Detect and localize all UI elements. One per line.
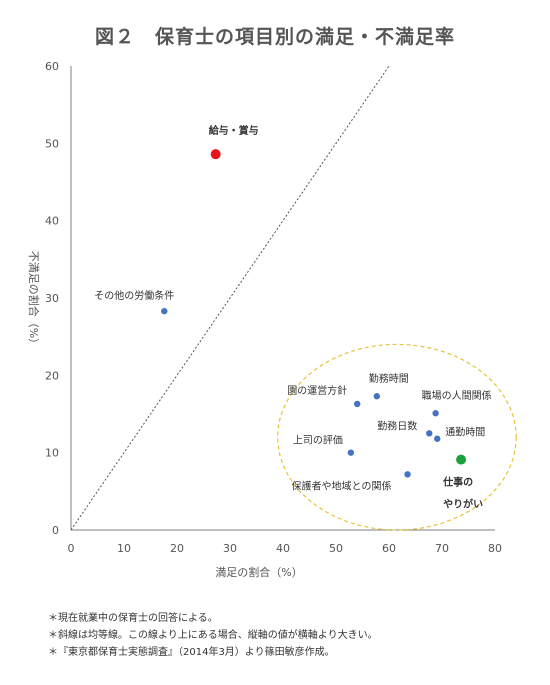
data-label: 職場の人間関係	[422, 389, 492, 402]
data-point	[347, 449, 355, 456]
x-tick-label: 20	[170, 542, 184, 555]
data-point	[404, 471, 411, 478]
y-tick-label: 30	[45, 292, 59, 305]
chart-title: 図２ 保育士の項目別の満足・不満足率	[94, 26, 455, 48]
data-point	[432, 410, 439, 417]
footnotes: ＊現在就業中の保育士の回答による。 ＊斜線は均等線。この線より上にある場合、縦軸…	[48, 610, 378, 661]
data-label: 勤務日数	[377, 419, 417, 432]
data-label: 園の運営方針	[287, 384, 347, 397]
y-tick-label: 50	[45, 137, 59, 150]
data-label: 保護者や地域との関係	[292, 479, 392, 492]
data-label: 通勤時間	[445, 426, 485, 439]
x-tick-label: 0	[68, 542, 75, 555]
data-point	[456, 454, 467, 465]
x-tick-label: 50	[329, 542, 343, 555]
footnote: ＊斜線は均等線。この線より上にある場合、縦軸の値が横軸より大きい。	[48, 630, 378, 641]
data-point	[210, 149, 221, 160]
y-tick-label: 10	[45, 447, 59, 460]
y-tick-label: 20	[45, 369, 59, 382]
y-tick-label: 40	[45, 215, 59, 228]
data-label: 上司の評価	[293, 434, 343, 447]
x-tick-label: 40	[276, 542, 290, 555]
equality-line	[70, 65, 390, 531]
footnote: ＊『東京都保育士実態調査』（2014年3月）より篠田敏彦作成。	[48, 647, 335, 658]
x-tick-label: 70	[435, 542, 449, 555]
footnote: ＊現在就業中の保育士の回答による。	[48, 613, 218, 624]
y-tick-label: 60	[45, 60, 59, 73]
data-point	[354, 400, 361, 408]
x-tick-label: 60	[382, 542, 396, 555]
data-point	[426, 430, 433, 437]
data-label: 勤務時間	[369, 372, 409, 385]
data-point	[161, 307, 168, 315]
scatter-chart: 0 10 20 30 40 50 60 70 80 0 10 20 30 40 50 60 満足の割合（%） 不満…	[27, 60, 517, 579]
x-tick-label: 10	[117, 542, 131, 555]
highlight-ellipse	[277, 343, 517, 531]
data-point	[373, 393, 381, 400]
data-label: 仕事のやりがい	[442, 476, 483, 511]
y-tick-label: 0	[52, 524, 59, 537]
data-label: その他の労働条件	[94, 289, 174, 302]
data-point	[434, 435, 441, 442]
x-tick-label: 80	[488, 542, 502, 555]
y-axis-title: 不満足の割合（%）	[27, 251, 41, 349]
data-label: 給与・賞与	[209, 124, 259, 137]
x-tick-label: 30	[223, 542, 237, 555]
x-axis-title: 満足の割合（%）	[215, 565, 302, 579]
